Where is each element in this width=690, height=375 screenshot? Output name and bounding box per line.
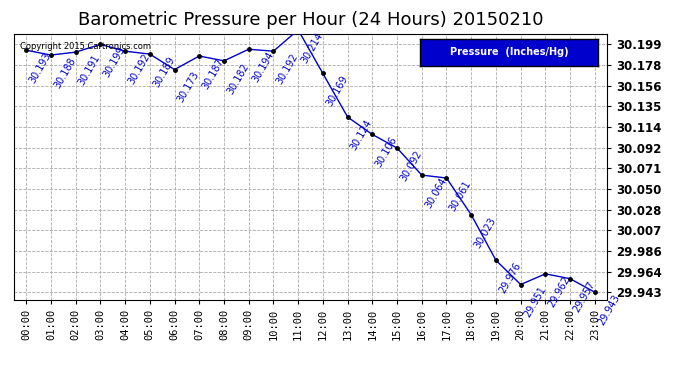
- Text: 30.169: 30.169: [324, 74, 350, 108]
- Text: 29.957: 29.957: [571, 279, 597, 314]
- Text: 30.214: 30.214: [299, 30, 325, 64]
- Text: Copyright 2015 Cartronics.com: Copyright 2015 Cartronics.com: [20, 42, 150, 51]
- Text: 30.193: 30.193: [28, 51, 53, 85]
- Text: 30.061: 30.061: [448, 178, 473, 213]
- Text: 30.199: 30.199: [101, 45, 127, 79]
- Text: 29.976: 29.976: [497, 261, 523, 295]
- Text: 30.173: 30.173: [176, 70, 201, 104]
- Text: 30.092: 30.092: [398, 148, 424, 183]
- Text: 30.124: 30.124: [349, 117, 375, 152]
- Title: Barometric Pressure per Hour (24 Hours) 20150210: Barometric Pressure per Hour (24 Hours) …: [78, 11, 543, 29]
- Text: 30.191: 30.191: [77, 53, 102, 87]
- Text: 29.943: 29.943: [596, 293, 622, 327]
- Text: 30.192: 30.192: [126, 52, 152, 86]
- Text: 30.182: 30.182: [225, 62, 250, 96]
- Text: 30.194: 30.194: [250, 50, 275, 84]
- Text: 30.023: 30.023: [473, 215, 498, 249]
- Text: 30.188: 30.188: [52, 56, 77, 90]
- Text: 30.189: 30.189: [151, 55, 177, 88]
- Text: 29.962: 29.962: [546, 274, 572, 309]
- Text: 29.951: 29.951: [522, 285, 547, 320]
- Text: 30.064: 30.064: [423, 176, 448, 210]
- Text: 30.106: 30.106: [373, 135, 399, 169]
- Text: 30.192: 30.192: [275, 52, 300, 86]
- Text: 30.187: 30.187: [201, 57, 226, 91]
